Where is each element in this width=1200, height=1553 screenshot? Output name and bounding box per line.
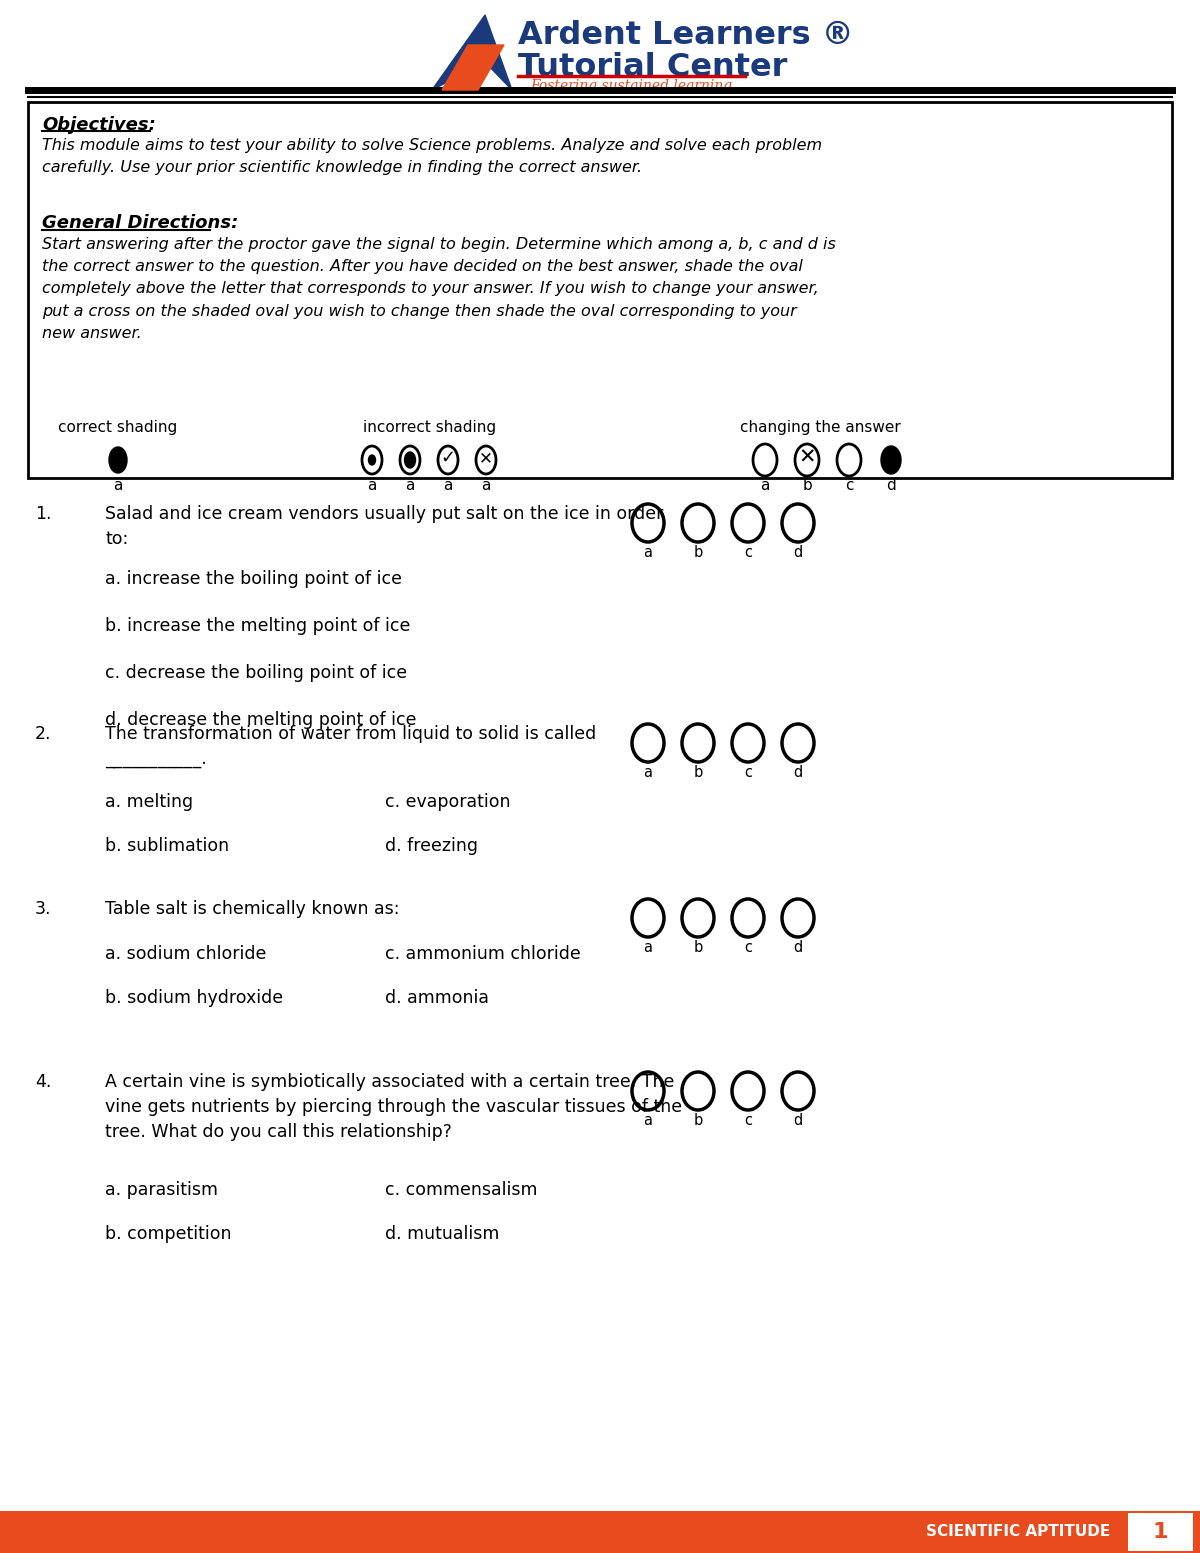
Text: ✕: ✕	[798, 447, 816, 467]
Text: a. increase the boiling point of ice: a. increase the boiling point of ice	[106, 570, 402, 589]
Text: 4.: 4.	[35, 1073, 52, 1092]
Text: changing the answer: changing the answer	[739, 419, 900, 435]
Text: a: a	[643, 766, 653, 780]
Text: a: a	[643, 1114, 653, 1127]
Text: c: c	[744, 940, 752, 955]
Text: b: b	[694, 545, 703, 561]
Text: d: d	[793, 766, 803, 780]
Text: ✓: ✓	[440, 449, 456, 467]
Text: 2.: 2.	[35, 725, 52, 742]
Text: b. sodium hydroxide: b. sodium hydroxide	[106, 989, 283, 1006]
Text: b. sublimation: b. sublimation	[106, 837, 229, 856]
Text: d. freezing: d. freezing	[385, 837, 478, 856]
FancyBboxPatch shape	[0, 1511, 1200, 1553]
Polygon shape	[432, 16, 512, 90]
Text: a: a	[367, 478, 377, 492]
Polygon shape	[442, 45, 504, 90]
Text: c. commensalism: c. commensalism	[385, 1180, 538, 1199]
Text: SCIENTIFIC APTITUDE: SCIENTIFIC APTITUDE	[925, 1525, 1110, 1539]
Text: Objectives:: Objectives:	[42, 116, 156, 134]
Text: 1: 1	[1152, 1522, 1168, 1542]
Text: The transformation of water from liquid to solid is called
___________.: The transformation of water from liquid …	[106, 725, 596, 769]
Text: General Directions:: General Directions:	[42, 214, 239, 231]
Text: d: d	[793, 1114, 803, 1127]
Text: a: a	[643, 940, 653, 955]
Text: a: a	[113, 478, 122, 492]
Text: 3.: 3.	[35, 901, 52, 918]
Text: 1.: 1.	[35, 505, 52, 523]
Text: Ardent Learners ®: Ardent Learners ®	[518, 20, 853, 51]
Text: d. decrease the melting point of ice: d. decrease the melting point of ice	[106, 711, 416, 728]
Text: d. mutualism: d. mutualism	[385, 1225, 499, 1242]
Text: d: d	[886, 478, 896, 492]
Text: Tutorial Center: Tutorial Center	[518, 51, 787, 82]
Text: incorrect shading: incorrect shading	[364, 419, 497, 435]
Text: A certain vine is symbiotically associated with a certain tree. The
vine gets nu: A certain vine is symbiotically associat…	[106, 1073, 682, 1141]
Text: a: a	[761, 478, 769, 492]
Text: d: d	[793, 545, 803, 561]
Text: Salad and ice cream vendors usually put salt on the ice in order
to:: Salad and ice cream vendors usually put …	[106, 505, 664, 548]
Text: d. ammonia: d. ammonia	[385, 989, 490, 1006]
Text: c: c	[845, 478, 853, 492]
Ellipse shape	[404, 452, 415, 467]
Text: a. parasitism: a. parasitism	[106, 1180, 218, 1199]
Text: c. ammonium chloride: c. ammonium chloride	[385, 944, 581, 963]
Text: c: c	[744, 766, 752, 780]
Text: b: b	[694, 1114, 703, 1127]
Text: c: c	[744, 1114, 752, 1127]
Text: Start answering after the proctor gave the signal to begin. Determine which amon: Start answering after the proctor gave t…	[42, 238, 836, 340]
Text: Table salt is chemically known as:: Table salt is chemically known as:	[106, 901, 400, 918]
Text: a: a	[643, 545, 653, 561]
Ellipse shape	[109, 447, 127, 474]
Text: b: b	[694, 766, 703, 780]
Text: ✕: ✕	[479, 449, 493, 467]
Text: a. melting: a. melting	[106, 794, 193, 811]
Text: Fostering sustained learning: Fostering sustained learning	[530, 79, 732, 93]
Text: This module aims to test your ability to solve Science problems. Analyze and sol: This module aims to test your ability to…	[42, 138, 822, 175]
Text: c. decrease the boiling point of ice: c. decrease the boiling point of ice	[106, 665, 407, 682]
Text: c: c	[744, 545, 752, 561]
Text: b: b	[802, 478, 812, 492]
Text: a. sodium chloride: a. sodium chloride	[106, 944, 266, 963]
Text: b: b	[694, 940, 703, 955]
Text: c. evaporation: c. evaporation	[385, 794, 510, 811]
Text: a: a	[481, 478, 491, 492]
Ellipse shape	[368, 455, 376, 464]
Text: a: a	[406, 478, 415, 492]
FancyBboxPatch shape	[1128, 1513, 1193, 1551]
Text: b. competition: b. competition	[106, 1225, 232, 1242]
Text: a: a	[443, 478, 452, 492]
Text: d: d	[793, 940, 803, 955]
Text: b. increase the melting point of ice: b. increase the melting point of ice	[106, 617, 410, 635]
Ellipse shape	[881, 446, 901, 474]
Text: correct shading: correct shading	[59, 419, 178, 435]
FancyBboxPatch shape	[28, 102, 1172, 478]
